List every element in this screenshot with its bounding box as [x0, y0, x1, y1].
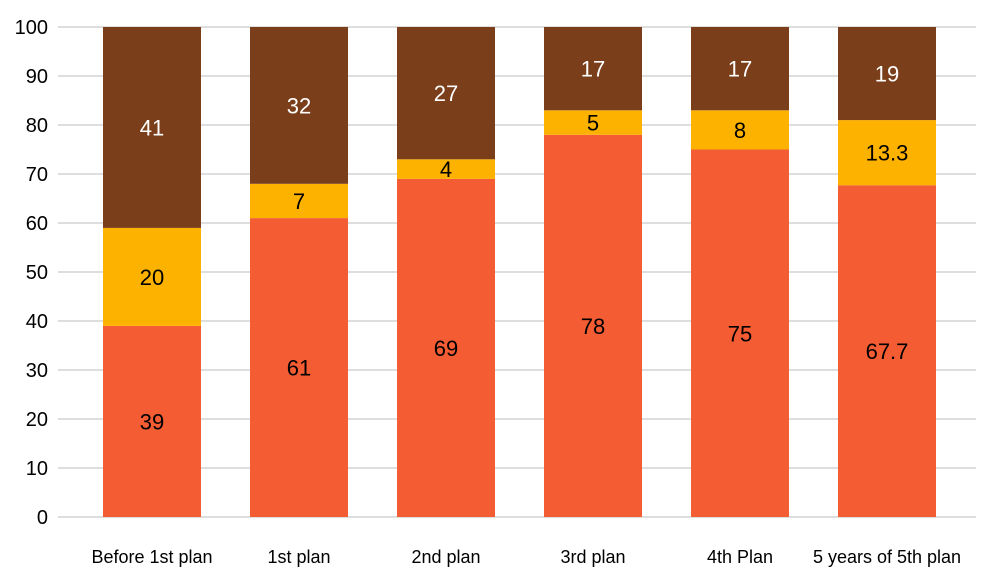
x-category-label-4: 3rd plan: [560, 547, 625, 567]
x-axis-category-labels: Before 1st plan 1st plan 2nd plan 3rd plan 4…: [91, 547, 961, 567]
data-label-1-4: 78: [581, 314, 605, 339]
bar-segment-2-3: [397, 159, 495, 179]
data-label-2-4: 5: [587, 111, 599, 136]
bar-segment-1-4: [544, 134, 642, 518]
bar-segment-3-6: [838, 27, 936, 121]
x-category-label-5: 4th Plan: [707, 547, 773, 567]
bar-segment-2-6: [838, 120, 936, 186]
data-label-1-1: 39: [140, 409, 164, 434]
data-labels: 39 20 41 61 7 32 69 4 27 78 5 17 75 8 17 67.7 13.3 19: [140, 57, 909, 435]
data-label-3-1: 41: [140, 115, 164, 140]
y-tick-label-100: 100: [15, 17, 48, 39]
y-tick-label-10: 10: [26, 458, 48, 480]
y-tick-label-80: 80: [26, 115, 48, 137]
bar-segment-1-1: [103, 325, 201, 517]
bar-segment-2-1: [103, 227, 201, 326]
bar-segment-1-5: [691, 149, 789, 517]
bar-segment-2-2: [250, 183, 348, 219]
data-label-1-2: 61: [287, 356, 311, 381]
bar-segment-2-5: [691, 110, 789, 150]
data-label-2-2: 7: [293, 189, 305, 214]
y-axis-tick-labels: 0 10 20 30 40 50 60 70 80 90 100: [15, 17, 48, 529]
y-tick-label-90: 90: [26, 66, 48, 88]
bar-segment-2-4: [544, 110, 642, 135]
x-category-label-2: 1st plan: [267, 547, 330, 567]
data-label-2-3: 4: [440, 157, 452, 182]
bar-segment-3-2: [250, 27, 348, 184]
data-label-3-2: 32: [287, 93, 311, 118]
y-tick-label-40: 40: [26, 311, 48, 333]
gridlines: [58, 26, 976, 518]
y-tick-label-20: 20: [26, 409, 48, 431]
bar-segment-3-3: [397, 27, 495, 160]
bar-segment-3-4: [544, 27, 642, 111]
data-label-1-5: 75: [728, 321, 752, 346]
x-category-label-6: 5 years of 5th plan: [813, 547, 961, 567]
bar-segment-3-5: [691, 27, 789, 111]
data-label-3-5: 17: [728, 57, 752, 82]
bars: [103, 27, 936, 518]
bar-segment-1-2: [250, 218, 348, 517]
y-tick-label-0: 0: [37, 507, 48, 529]
y-tick-label-30: 30: [26, 360, 48, 382]
data-label-2-1: 20: [140, 265, 164, 290]
y-tick-label-70: 70: [26, 164, 48, 186]
bar-segment-1-6: [838, 185, 936, 517]
data-label-2-6: 13.3: [866, 141, 909, 166]
bar-segment-1-3: [397, 178, 495, 517]
y-tick-label-60: 60: [26, 213, 48, 235]
y-tick-label-50: 50: [26, 262, 48, 284]
data-label-1-6: 67.7: [866, 339, 909, 364]
data-label-3-4: 17: [581, 57, 605, 82]
bar-segment-3-1: [103, 27, 201, 228]
data-label-1-3: 69: [434, 336, 458, 361]
x-category-label-1: Before 1st plan: [91, 547, 212, 567]
x-category-label-3: 2nd plan: [411, 547, 480, 567]
data-label-2-5: 8: [734, 118, 746, 143]
data-label-3-6: 19: [875, 62, 899, 87]
data-label-3-3: 27: [434, 81, 458, 106]
